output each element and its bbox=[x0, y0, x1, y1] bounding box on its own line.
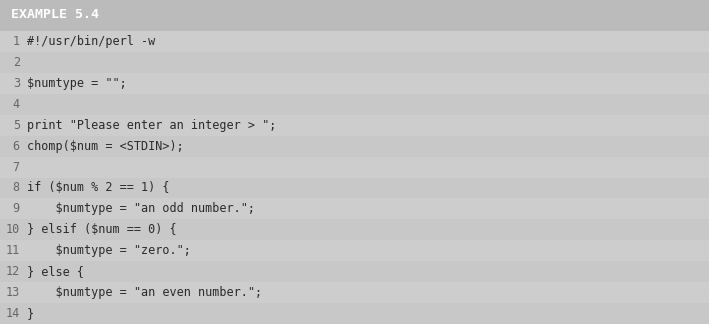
Bar bbox=[0, 52, 709, 73]
Text: $numtype = "zero.";: $numtype = "zero."; bbox=[27, 244, 191, 257]
Text: 5: 5 bbox=[13, 119, 20, 132]
Bar bbox=[0, 261, 709, 282]
Text: 11: 11 bbox=[6, 244, 20, 257]
Text: 13: 13 bbox=[6, 286, 20, 299]
Bar bbox=[0, 198, 709, 219]
Bar bbox=[0, 219, 709, 240]
Text: 2: 2 bbox=[13, 56, 20, 69]
Text: 14: 14 bbox=[6, 307, 20, 320]
Text: } elsif ($num == 0) {: } elsif ($num == 0) { bbox=[27, 223, 177, 236]
Text: if ($num % 2 == 1) {: if ($num % 2 == 1) { bbox=[27, 181, 169, 194]
Text: $numtype = "";: $numtype = ""; bbox=[27, 77, 127, 90]
Bar bbox=[0, 282, 709, 303]
Bar bbox=[0, 156, 709, 178]
Bar bbox=[0, 303, 709, 324]
Text: 9: 9 bbox=[13, 202, 20, 215]
Text: 8: 8 bbox=[13, 181, 20, 194]
Bar bbox=[0, 94, 709, 115]
Text: $numtype = "an even number.";: $numtype = "an even number."; bbox=[27, 286, 262, 299]
Bar bbox=[0, 73, 709, 94]
Text: 3: 3 bbox=[13, 77, 20, 90]
Text: 4: 4 bbox=[13, 98, 20, 111]
Text: 12: 12 bbox=[6, 265, 20, 278]
Text: chomp($num = <STDIN>);: chomp($num = <STDIN>); bbox=[27, 140, 184, 153]
Bar bbox=[0, 115, 709, 136]
Text: print "Please enter an integer > ";: print "Please enter an integer > "; bbox=[27, 119, 277, 132]
Text: 10: 10 bbox=[6, 223, 20, 236]
Text: 7: 7 bbox=[13, 160, 20, 174]
Bar bbox=[0, 178, 709, 198]
Text: 6: 6 bbox=[13, 140, 20, 153]
Bar bbox=[0, 240, 709, 261]
Text: $numtype = "an odd number.";: $numtype = "an odd number."; bbox=[27, 202, 255, 215]
Text: }: } bbox=[27, 307, 34, 320]
Text: } else {: } else { bbox=[27, 265, 84, 278]
Text: 1: 1 bbox=[13, 35, 20, 48]
Bar bbox=[0, 31, 709, 52]
Text: EXAMPLE 5.4: EXAMPLE 5.4 bbox=[11, 8, 99, 21]
Bar bbox=[0, 136, 709, 156]
Text: #!/usr/bin/perl -w: #!/usr/bin/perl -w bbox=[27, 35, 155, 48]
